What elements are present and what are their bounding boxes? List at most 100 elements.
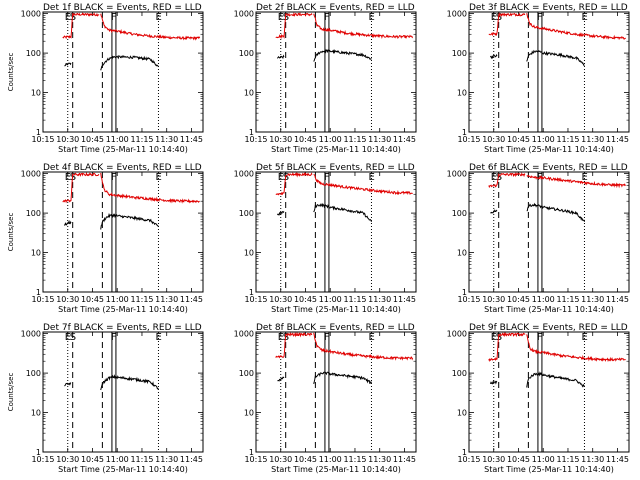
plot-frame [42,171,204,293]
x-tick-label: 10:15 [244,295,267,304]
series-line [275,11,313,39]
detector-plot: Det 8f BLACK = Events, RED = LLD Start Ti… [234,323,417,474]
x-tick-label: 11:00 [106,135,129,144]
plot-title: Det 8f BLACK = Events, RED = LLD [256,323,415,333]
detector-plot: Det 2f BLACK = Events, RED = LLD Start Ti… [234,3,417,154]
y-tick-label: 10 [457,249,467,258]
series-line [313,371,372,385]
y-tick-label: 1 [462,448,467,457]
marker-label: E [278,12,284,23]
x-tick-label: 11:45 [393,455,416,464]
x-tick-label: 10:15 [457,135,480,144]
x-tick-label: 11:15 [556,295,579,304]
y-tick-label: 100 [239,49,254,58]
detector-plot: Det 6f BLACK = Events, RED = LLD Start Ti… [447,163,630,314]
y-tick-label: 1000 [447,10,467,19]
x-tick-label: 11:30 [368,135,391,144]
series-line [275,331,313,359]
y-tick-label: 10 [31,89,41,98]
x-tick-label: 11:45 [606,135,629,144]
y-tick-label: 100 [26,369,41,378]
x-tick-label: 11:15 [130,135,153,144]
marker-label: F [537,332,543,343]
x-tick-label: 11:30 [155,135,178,144]
marker-label: E [368,332,374,343]
marker-label: F [324,12,330,23]
y-tick-label: 1000 [447,170,467,179]
x-tick-label: 11:30 [368,455,391,464]
marker-label: F [324,332,330,343]
plot-frame [255,331,417,453]
x-axis-label: Start Time (25-Mar-11 10:14:40) [484,465,614,474]
y-tick-label: 10 [31,409,41,418]
series-line [62,12,100,40]
x-tick-label: 11:45 [393,295,416,304]
marker-label: S [496,172,502,183]
series-line [488,331,526,363]
x-tick-label: 11:15 [130,295,153,304]
x-tick-label: 11:45 [180,135,203,144]
marker-label: E [65,12,71,23]
x-tick-label: 11:15 [343,295,366,304]
y-tick-label: 100 [239,369,254,378]
series-line [313,173,413,196]
x-tick-label: 10:15 [457,295,480,304]
marker-label: E [65,172,71,183]
marker-label: E [278,172,284,183]
x-tick-label: 11:15 [343,135,366,144]
x-tick-label: 10:45 [507,455,530,464]
series-line [100,374,159,391]
series-line [490,209,498,214]
x-axis-label: Start Time (25-Mar-11 10:14:40) [58,145,188,154]
series-line [489,380,498,385]
detector-plot: Det 3f BLACK = Events, RED = LLD Start Ti… [447,3,630,154]
y-tick-label: 100 [452,49,467,58]
x-tick-label: 11:15 [556,135,579,144]
series-line [100,172,200,204]
series-line [526,49,585,66]
marker-label: F [111,12,117,23]
series-line [100,54,159,71]
series-line [276,210,285,216]
x-tick-label: 11:30 [581,295,604,304]
plot-title: Det 2f BLACK = Events, RED = LLD [256,3,415,13]
y-tick-label: 1 [249,448,254,457]
plot-frame [42,11,204,133]
marker-label: E [65,332,71,343]
marker-label: E [278,332,284,343]
x-tick-label: 10:15 [244,455,267,464]
x-tick-label: 10:15 [31,295,54,304]
x-tick-label: 11:00 [532,455,555,464]
x-tick-label: 10:30 [269,455,292,464]
marker-label: E [155,172,161,183]
marker-label: F [324,172,330,183]
y-tick-label: 1 [36,128,41,137]
y-tick-label: 1 [36,448,41,457]
y-tick-label: 100 [26,49,41,58]
marker-label: E [581,172,587,183]
y-tick-label: 1 [36,288,41,297]
x-axis-label: Start Time (25-Mar-11 10:14:40) [271,145,401,154]
plot-title: Det 6f BLACK = Events, RED = LLD [469,163,628,173]
x-tick-label: 10:45 [294,135,317,144]
x-tick-label: 10:45 [81,295,104,304]
x-axis-label: Start Time (25-Mar-11 10:14:40) [271,465,401,474]
x-tick-label: 11:00 [106,295,129,304]
x-tick-label: 10:30 [269,135,292,144]
x-tick-label: 11:00 [532,295,555,304]
x-axis-label: Start Time (25-Mar-11 10:14:40) [58,305,188,314]
x-tick-label: 10:45 [507,295,530,304]
y-tick-label: 1000 [447,330,467,339]
x-tick-label: 10:15 [457,455,480,464]
x-tick-label: 11:30 [581,135,604,144]
x-tick-label: 11:00 [319,135,342,144]
plot-frame [468,11,630,133]
y-tick-label: 1 [462,288,467,297]
x-tick-label: 11:45 [393,135,416,144]
marker-label: E [368,12,374,23]
x-axis-label: Start Time (25-Mar-11 10:14:40) [58,465,188,474]
marker-label: E [155,332,161,343]
x-tick-label: 11:45 [180,295,203,304]
marker-label: E [368,172,374,183]
